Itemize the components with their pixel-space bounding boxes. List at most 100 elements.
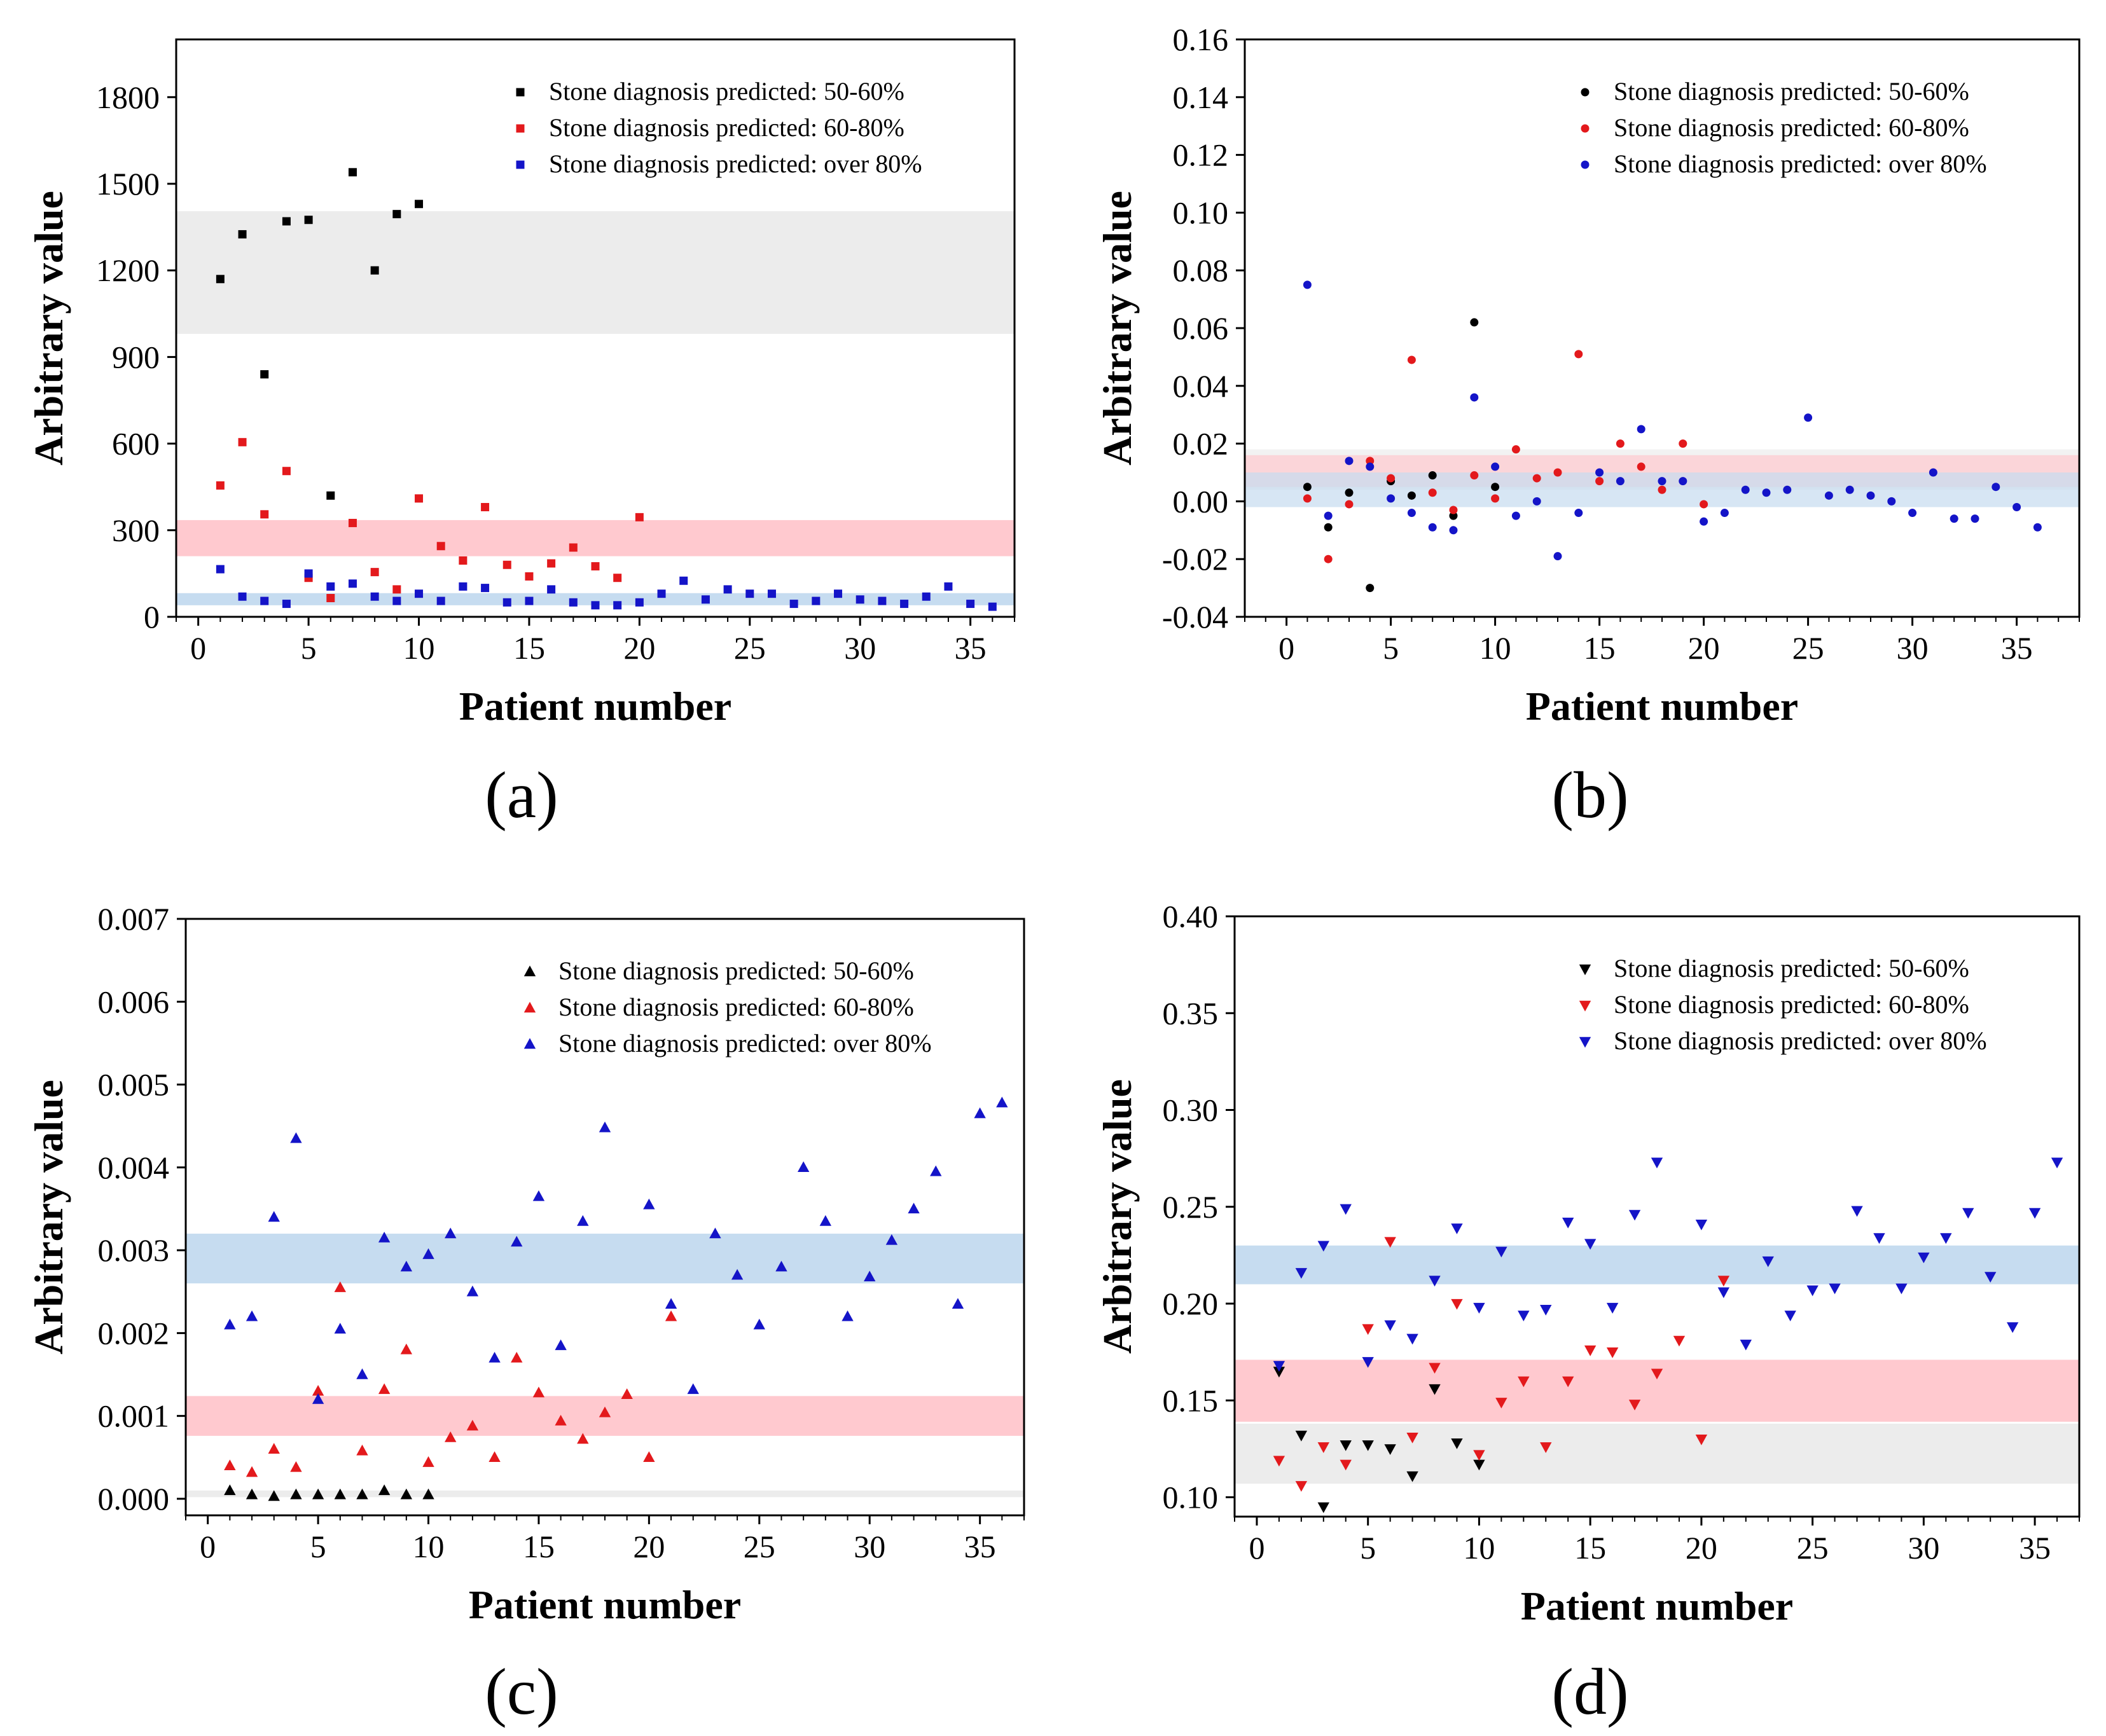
legend-label-3: Stone diagnosis predicted: over 80%: [1614, 149, 1987, 178]
data-point-s3-31: [908, 1202, 920, 1214]
data-point-s3-25: [775, 1260, 787, 1272]
data-point-s3-32: [1985, 1272, 1997, 1283]
x-axis-title: Patient number: [1521, 1583, 1793, 1629]
data-point-s3-35: [2012, 502, 2021, 511]
data-point-s3-29: [864, 1271, 876, 1281]
data-point-s2-16: [555, 1414, 567, 1426]
data-point-s2-11: [445, 1431, 457, 1442]
data-point-s3-34: [974, 1107, 986, 1119]
legend: Stone diagnosis predicted: 50-60% Stone d…: [1581, 77, 1987, 178]
data-points: [216, 168, 997, 611]
x-tick-label: 30: [1897, 630, 1929, 666]
y-axis-title: Arbitrary value: [26, 1080, 71, 1354]
y-tick-label: 0.00: [1173, 483, 1229, 519]
data-point-s2-5: [312, 1384, 324, 1396]
data-point-s2-3: [260, 510, 269, 519]
data-point-s2-9: [392, 585, 401, 594]
y-tick-label: 0.000: [98, 1481, 170, 1517]
data-point-s2-3: [1317, 1442, 1329, 1453]
data-point-s3-8: [1429, 1276, 1441, 1287]
data-point-s2-11: [1495, 1398, 1507, 1409]
data-point-s3-35: [2051, 1157, 2063, 1169]
data-point-s3-6: [1407, 509, 1416, 518]
data-point-s3-11: [436, 596, 445, 605]
data-point-s3-12: [1518, 1311, 1530, 1321]
data-point-s3-4: [1366, 462, 1375, 471]
data-point-s1-2: [1324, 523, 1333, 532]
data-point-s2-6: [1384, 1237, 1396, 1248]
data-point-s3-21: [1740, 1339, 1752, 1351]
y-axis-title: Arbitrary value: [1095, 1079, 1140, 1354]
data-point-s3-12: [466, 1285, 479, 1297]
data-point-s3-12: [1532, 497, 1541, 506]
data-point-s3-27: [1845, 485, 1854, 494]
range-band-1: [1235, 1423, 2079, 1484]
data-point-s3-8: [378, 1231, 391, 1243]
data-point-s2-19: [1673, 1335, 1686, 1347]
data-point-s3-8: [1449, 526, 1458, 535]
panel-label: (c): [485, 1655, 558, 1728]
x-tick-label: 5: [1383, 630, 1399, 666]
data-point-s3-18: [1651, 1157, 1663, 1169]
chart-panel-1: 0 5 10 15 20 25 30 35 0 300 600 900 1200 1500 1800 Pati…: [26, 38, 1016, 832]
data-point-s3-5: [1387, 494, 1396, 503]
data-point-s3-16: [547, 585, 556, 594]
data-point-s2-8: [1429, 1363, 1441, 1374]
range-bands: [1235, 1245, 2079, 1484]
data-point-s2-12: [466, 1419, 479, 1431]
data-point-s2-3: [268, 1443, 280, 1454]
data-point-s1-1: [216, 275, 225, 284]
data-point-s3-10: [415, 589, 424, 598]
data-point-s3-28: [812, 596, 821, 605]
data-point-s3-33: [2006, 1322, 2019, 1333]
data-point-s2-10: [1473, 1450, 1485, 1461]
data-point-s3-21: [687, 1383, 699, 1395]
data-point-s3-11: [1495, 1246, 1507, 1258]
data-point-s1-6: [1384, 1444, 1396, 1456]
data-point-s3-5: [304, 569, 313, 578]
x-tick-label: 25: [744, 1529, 775, 1564]
data-point-s3-7: [1428, 523, 1437, 532]
data-point-s3-34: [2028, 1208, 2041, 1219]
range-band-1: [186, 1490, 1024, 1498]
data-point-s2-11: [1511, 445, 1520, 454]
panel-label: (a): [485, 759, 558, 832]
data-point-s2-5: [1387, 474, 1396, 483]
data-point-s3-26: [1824, 491, 1833, 500]
data-point-s2-9: [400, 1343, 413, 1354]
data-point-s2-1: [224, 1459, 236, 1471]
data-point-s3-13: [1553, 552, 1562, 561]
x-axis-title: Patient number: [1526, 684, 1798, 729]
legend: Stone diagnosis predicted: 50-60% Stone d…: [523, 956, 932, 1057]
data-point-s3-20: [635, 598, 644, 607]
x-tick-label: 35: [955, 630, 987, 666]
data-point-s3-15: [1595, 468, 1604, 477]
data-point-s2-4: [1340, 1459, 1352, 1471]
data-point-s3-19: [613, 601, 622, 610]
data-point-s1-1: [1303, 483, 1312, 492]
data-point-s1-4: [1340, 1440, 1352, 1451]
y-axis-title: Arbitrary value: [26, 191, 71, 465]
y-tick-label: 1800: [96, 79, 160, 115]
data-point-s3-7: [1406, 1333, 1418, 1345]
data-point-s1-10: [415, 200, 424, 209]
legend: Stone diagnosis predicted: 50-60% Stone d…: [516, 77, 922, 178]
data-point-s3-11: [1511, 511, 1520, 520]
y-tick-label: 0.35: [1163, 995, 1219, 1031]
data-point-s3-17: [1637, 425, 1645, 434]
data-point-s1-3: [1345, 488, 1354, 497]
data-point-s3-8: [370, 592, 379, 601]
x-tick-label: 10: [1479, 630, 1511, 666]
y-tick-label: 900: [112, 339, 160, 375]
data-point-s1-8: [370, 266, 379, 275]
data-point-s2-16: [547, 559, 556, 568]
data-point-s3-11: [445, 1227, 457, 1239]
data-point-s3-34: [1992, 483, 2000, 492]
data-point-s1-3: [268, 1490, 280, 1501]
data-point-s3-17: [569, 598, 578, 607]
x-axis-title: Patient number: [459, 684, 731, 729]
data-point-s3-14: [502, 598, 511, 607]
data-point-s3-14: [1574, 509, 1583, 518]
data-point-s3-13: [481, 584, 490, 593]
data-point-s1-6: [334, 1488, 346, 1499]
